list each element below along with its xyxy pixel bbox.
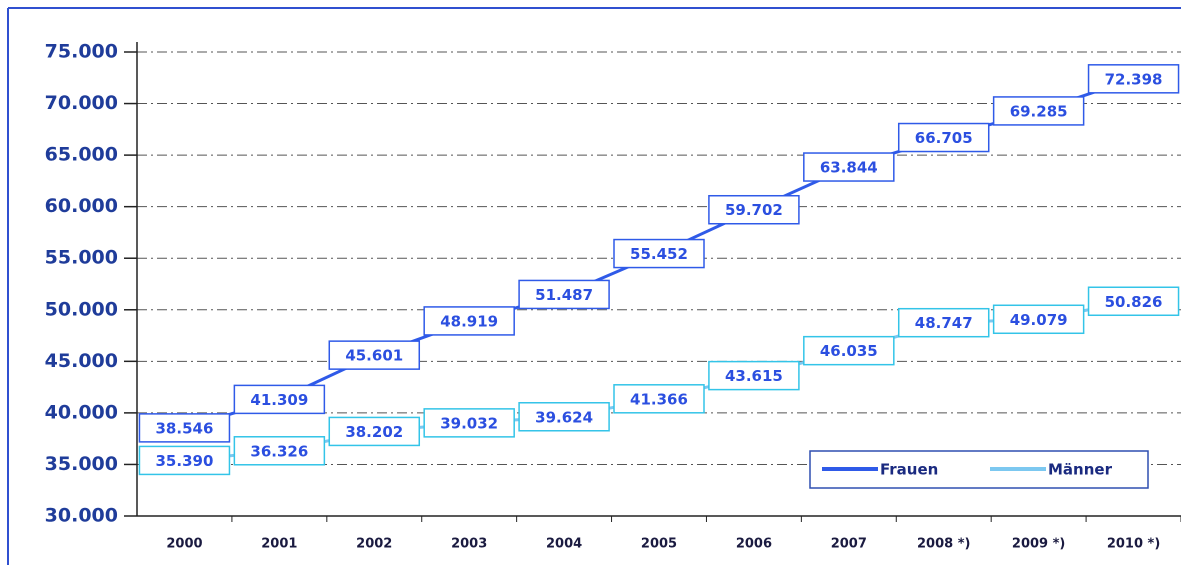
- data-label: 36.326: [250, 442, 308, 460]
- data-label-box: [708, 194, 800, 225]
- data-label-box: [328, 340, 421, 370]
- data-label: 48.919: [440, 312, 498, 330]
- x-tick-label: 2001: [261, 537, 297, 552]
- data-label: 39.032: [440, 414, 498, 432]
- series-line: [184, 299, 1134, 462]
- data-label: 63.844: [820, 159, 878, 177]
- data-label-box: [1087, 64, 1180, 94]
- x-tick-label: 2000: [166, 537, 202, 552]
- y-tick-label: 35.000: [45, 453, 118, 475]
- x-tick-label: 2002: [356, 537, 392, 552]
- data-label: 41.366: [630, 390, 688, 408]
- data-label: 48.747: [915, 314, 973, 332]
- y-tick-label: 55.000: [45, 247, 118, 269]
- legend: Frauen Männer: [809, 450, 1149, 489]
- y-tick-label: 40.000: [45, 401, 118, 423]
- data-label: 41.309: [250, 391, 308, 409]
- legend-label: Männer: [1048, 461, 1113, 479]
- data-label: 59.702: [725, 201, 783, 219]
- y-tick-label: 75.000: [45, 41, 118, 63]
- y-tick-label: 30.000: [45, 505, 118, 527]
- data-label-box: [138, 445, 231, 476]
- x-tick-label: 2009 *): [1012, 537, 1065, 552]
- data-label: 38.202: [345, 423, 403, 441]
- data-label: 43.615: [725, 367, 783, 385]
- data-label-box: [233, 384, 326, 415]
- data-label: 51.487: [535, 286, 593, 304]
- data-label-box: [518, 279, 610, 310]
- data-label-box: [613, 238, 705, 269]
- data-label: 69.285: [1010, 102, 1068, 120]
- data-label: 49.079: [1010, 311, 1068, 329]
- data-label: 66.705: [915, 129, 973, 147]
- x-tick-label: 2006: [736, 537, 772, 552]
- data-label-box: [992, 96, 1085, 126]
- data-label-box: [328, 416, 421, 447]
- data-label: 45.601: [345, 347, 403, 365]
- data-label-box: [803, 152, 895, 182]
- y-tick-label: 65.000: [45, 144, 118, 166]
- data-label: 39.624: [535, 408, 593, 426]
- x-tick-label: 2005: [641, 537, 677, 552]
- data-label: 72.398: [1105, 70, 1163, 88]
- x-tick-label: 2004: [546, 537, 582, 552]
- legend-label: Frauen: [880, 461, 938, 479]
- y-tick-label: 70.000: [45, 92, 118, 114]
- x-tick-label: 2003: [451, 537, 487, 552]
- data-label-box: [233, 436, 326, 466]
- y-tick-label: 50.000: [45, 298, 118, 320]
- data-label-box: [423, 408, 515, 438]
- data-label-box: [897, 122, 990, 153]
- y-tick-label: 45.000: [45, 350, 118, 372]
- data-label-box: [992, 304, 1085, 335]
- x-tick-label: 2010 *): [1107, 537, 1160, 552]
- data-label-box: [1087, 286, 1180, 317]
- data-label-box: [423, 306, 515, 336]
- data-label: 50.826: [1105, 293, 1163, 311]
- data-label-box: [897, 307, 990, 338]
- data-label: 35.390: [156, 452, 214, 470]
- data-label-box: [138, 413, 231, 443]
- data-label-box: [518, 402, 610, 432]
- data-label: 55.452: [630, 245, 688, 263]
- data-label-box: [708, 360, 800, 391]
- x-tick-label: 2008 *): [917, 537, 970, 552]
- data-label-box: [613, 384, 705, 414]
- x-tick-label: 2007: [831, 537, 867, 552]
- data-label: 46.035: [820, 342, 878, 360]
- data-label: 38.546: [156, 419, 214, 437]
- data-label-box: [803, 335, 895, 366]
- y-tick-label: 60.000: [45, 195, 118, 217]
